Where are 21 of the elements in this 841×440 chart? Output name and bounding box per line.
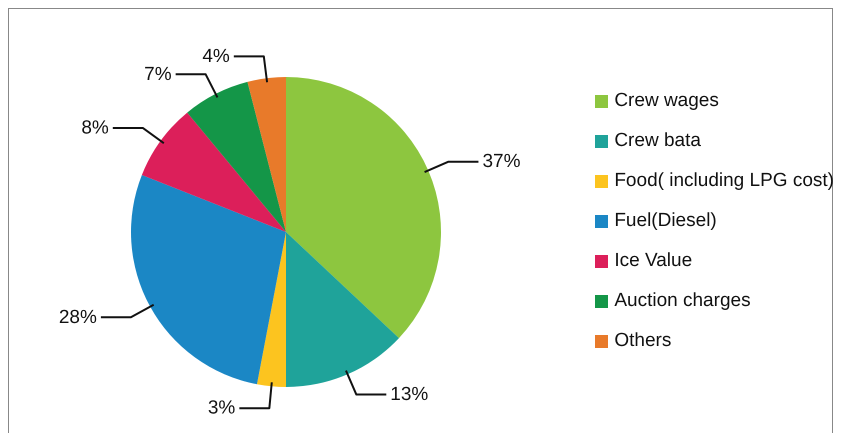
legend-label: Auction charges xyxy=(614,290,751,312)
legend-label: Ice Value xyxy=(614,250,692,272)
data-label: 28% xyxy=(58,306,97,328)
legend-label: Food( including LPG cost) xyxy=(614,170,834,192)
data-label: 7% xyxy=(144,64,172,85)
data-label: 13% xyxy=(390,384,428,405)
pie-slice xyxy=(131,174,286,384)
legend-label: Others xyxy=(614,330,672,352)
pie-slice xyxy=(247,77,286,232)
data-label: 4% xyxy=(202,46,230,67)
pie-slice xyxy=(286,232,399,387)
pie-slice xyxy=(256,232,286,387)
legend-label: Crew bata xyxy=(614,130,701,152)
data-label: 37% xyxy=(482,151,521,172)
data-label: 3% xyxy=(208,398,236,419)
pie-slice xyxy=(142,112,286,232)
pie-slice xyxy=(187,82,286,232)
legend-label: Fuel(Diesel) xyxy=(614,210,717,232)
pie-slice xyxy=(286,77,441,338)
data-label: 8% xyxy=(81,117,109,138)
legend-label: Crew wages xyxy=(614,90,719,112)
